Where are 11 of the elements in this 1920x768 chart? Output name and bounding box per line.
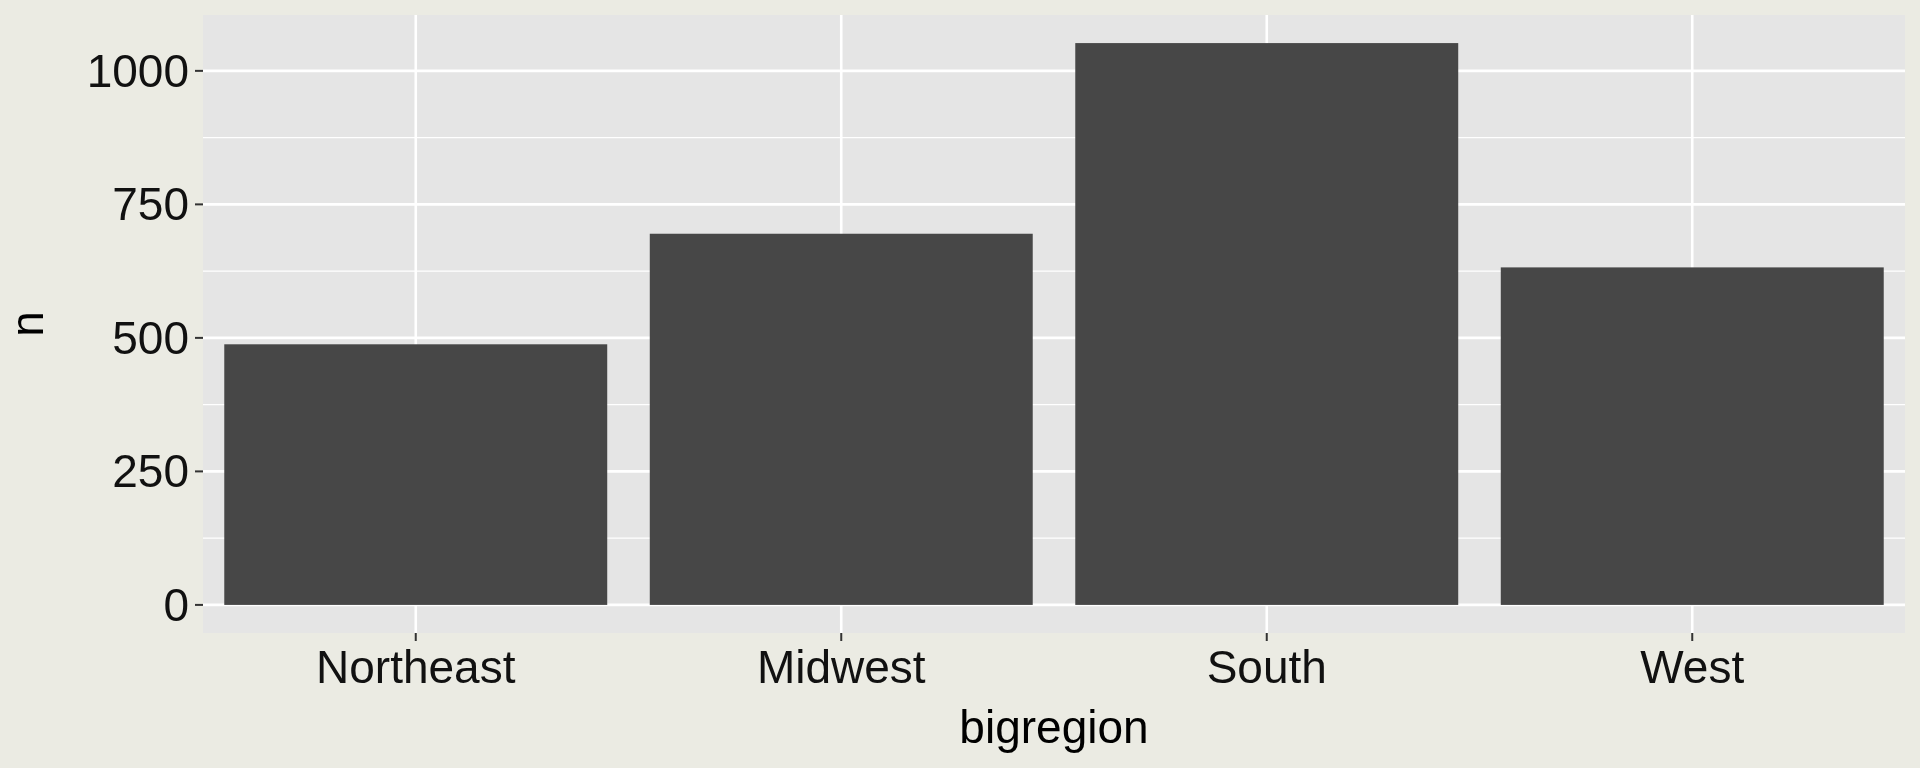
x-tick-label: Midwest	[756, 641, 926, 693]
y-tick-label: 0	[163, 579, 189, 632]
y-tick-label: 500	[112, 311, 189, 364]
y-tick-label: 750	[112, 178, 189, 231]
x-tick-label: South	[1206, 641, 1327, 693]
y-tick-label: 1000	[86, 44, 189, 97]
x-axis-title: bigregion	[959, 701, 1149, 753]
y-axis-title: n	[1, 311, 53, 337]
y-tick-label: 250	[112, 445, 189, 498]
x-tick-label: Northeast	[316, 641, 516, 693]
x-tick-label: West	[1640, 641, 1745, 693]
